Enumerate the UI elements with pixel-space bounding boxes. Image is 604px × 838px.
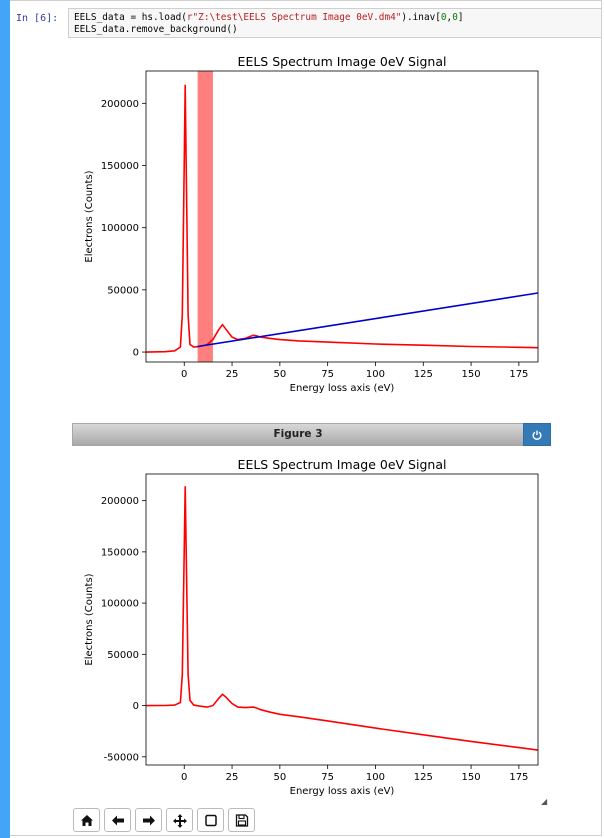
pan-button[interactable] — [166, 808, 193, 832]
x-tick-label: 0 — [181, 772, 187, 783]
home-button[interactable] — [73, 808, 100, 832]
forward-button[interactable] — [135, 808, 162, 832]
resize-handle-icon[interactable]: ◢ — [541, 797, 548, 806]
x-axis-label: Energy loss axis (eV) — [290, 786, 395, 797]
axes-frame — [145, 70, 539, 363]
close-figure-button[interactable] — [523, 423, 551, 446]
zoom-rect-icon — [205, 814, 217, 827]
x-tick-label: 50 — [273, 772, 286, 783]
y-tick-label: 200000 — [101, 496, 139, 507]
home-icon — [81, 815, 93, 826]
background-fit-line — [197, 292, 538, 348]
y-tick-label: 200000 — [101, 99, 139, 110]
x-tick-label: 0 — [181, 369, 187, 380]
code-text: ).inav[ — [401, 12, 441, 23]
y-axis-label: Electrons (Counts) — [84, 573, 95, 665]
selection-span — [197, 71, 213, 362]
x-tick-label: 100 — [366, 772, 385, 783]
x-tick-label: 175 — [509, 369, 528, 380]
y-tick-label: 0 — [133, 701, 139, 712]
axes-frame — [145, 473, 539, 766]
figure-title: Figure 3 — [273, 428, 323, 440]
code-number: 0 — [452, 12, 458, 23]
back-button[interactable] — [104, 808, 131, 832]
back-arrow-icon — [112, 815, 124, 826]
code-text: ] — [457, 12, 464, 23]
spectrum-line — [146, 84, 538, 353]
x-tick-label: 50 — [273, 369, 286, 380]
cell-border — [10, 0, 602, 836]
y-tick-label: 150000 — [101, 161, 139, 172]
y-tick-label: 100000 — [101, 599, 139, 610]
y-tick-label: 0 — [133, 348, 139, 359]
y-tick-label: 150000 — [101, 547, 139, 558]
code-input[interactable]: EELS_data = hs.load(r"Z:\test\EELS Spect… — [68, 8, 602, 38]
x-tick-label: 75 — [321, 772, 334, 783]
y-tick-label: -50000 — [104, 752, 139, 763]
y-tick-label: 50000 — [107, 650, 139, 661]
x-tick-label: 25 — [226, 772, 239, 783]
x-tick-label: 150 — [462, 369, 481, 380]
save-icon — [235, 814, 249, 827]
zoom-button[interactable] — [197, 808, 224, 832]
power-icon — [532, 430, 542, 440]
code-number: 0 — [440, 12, 447, 23]
x-tick-label: 75 — [321, 369, 334, 380]
cell-selection-bar — [0, 0, 10, 838]
y-axis-label: Electrons (Counts) — [84, 170, 95, 262]
pan-move-icon — [173, 814, 187, 828]
x-tick-label: 125 — [414, 772, 433, 783]
code-text: , — [446, 12, 453, 23]
code-line-2: EELS_data.remove_background() — [74, 24, 238, 35]
code-text: EELS_data = hs.load( — [74, 12, 187, 23]
chart-title: EELS Spectrum Image 0eV Signal — [238, 54, 447, 69]
figure-title-bar[interactable]: Figure 3 — [72, 423, 524, 446]
x-tick-label: 100 — [366, 369, 385, 380]
chart-title: EELS Spectrum Image 0eV Signal — [238, 457, 447, 472]
x-tick-label: 150 — [462, 772, 481, 783]
y-tick-label: 50000 — [107, 285, 139, 296]
forward-arrow-icon — [143, 815, 155, 826]
x-tick-label: 125 — [414, 369, 433, 380]
y-tick-label: 100000 — [101, 223, 139, 234]
spectrum-line — [146, 486, 538, 751]
cell-prompt: In [6]: — [16, 13, 59, 24]
save-button[interactable] — [228, 808, 255, 832]
x-tick-label: 25 — [226, 369, 239, 380]
x-axis-label: Energy loss axis (eV) — [290, 383, 395, 394]
code-string: r"Z:\test\EELS Spectrum Image 0eV.dm4" — [186, 12, 402, 23]
x-tick-label: 175 — [509, 772, 528, 783]
